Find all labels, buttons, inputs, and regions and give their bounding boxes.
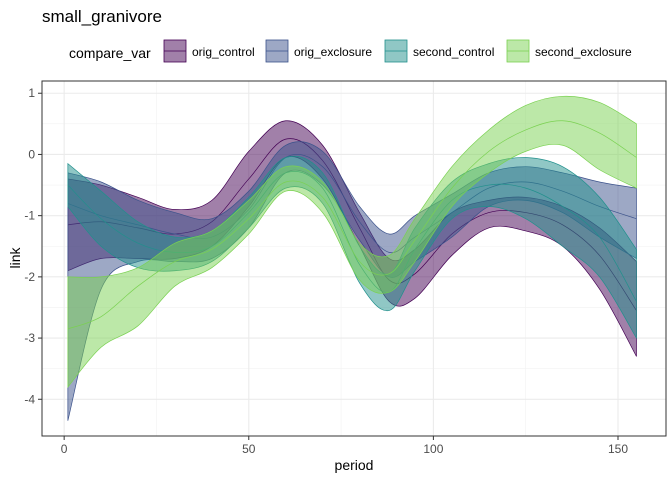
x-axis: 0 50 100 150 (61, 436, 628, 456)
x-axis-title: period (335, 457, 374, 473)
y-axis: -4 -3 -2 -1 0 1 (24, 86, 42, 406)
legend-label: orig_exclosure (294, 45, 372, 59)
legend-label: orig_control (192, 45, 255, 59)
x-tick-label: 50 (242, 442, 256, 456)
y-axis-title: link (7, 247, 23, 269)
x-tick-label: 0 (61, 442, 68, 456)
y-tick-label: -1 (24, 209, 35, 223)
y-tick-label: -3 (24, 331, 35, 345)
legend-label: second_control (413, 45, 494, 59)
line-second-exclosure (67, 120, 637, 330)
y-tick-label: -4 (24, 392, 35, 406)
chart-title: small_granivore (42, 7, 162, 26)
legend-item-second-control: second_control (384, 39, 494, 63)
y-tick-label: 1 (28, 86, 35, 100)
x-tick-label: 100 (423, 442, 443, 456)
legend: compare_var orig_control orig_exclosure se… (69, 39, 632, 63)
legend-label: second_exclosure (535, 45, 632, 59)
legend-item-orig-control: orig_control (163, 39, 255, 63)
ribbon-second-exclosure (67, 95, 637, 388)
x-tick-label: 150 (608, 442, 628, 456)
y-tick-label: 0 (28, 147, 35, 161)
ribbons (67, 95, 637, 421)
legend-title: compare_var (69, 45, 151, 61)
plot-panel-border (41, 80, 667, 437)
legend-item-second-exclosure: second_exclosure (506, 39, 632, 63)
legend-item-orig-exclosure: orig_exclosure (265, 39, 372, 63)
y-tick-label: -2 (24, 270, 35, 284)
